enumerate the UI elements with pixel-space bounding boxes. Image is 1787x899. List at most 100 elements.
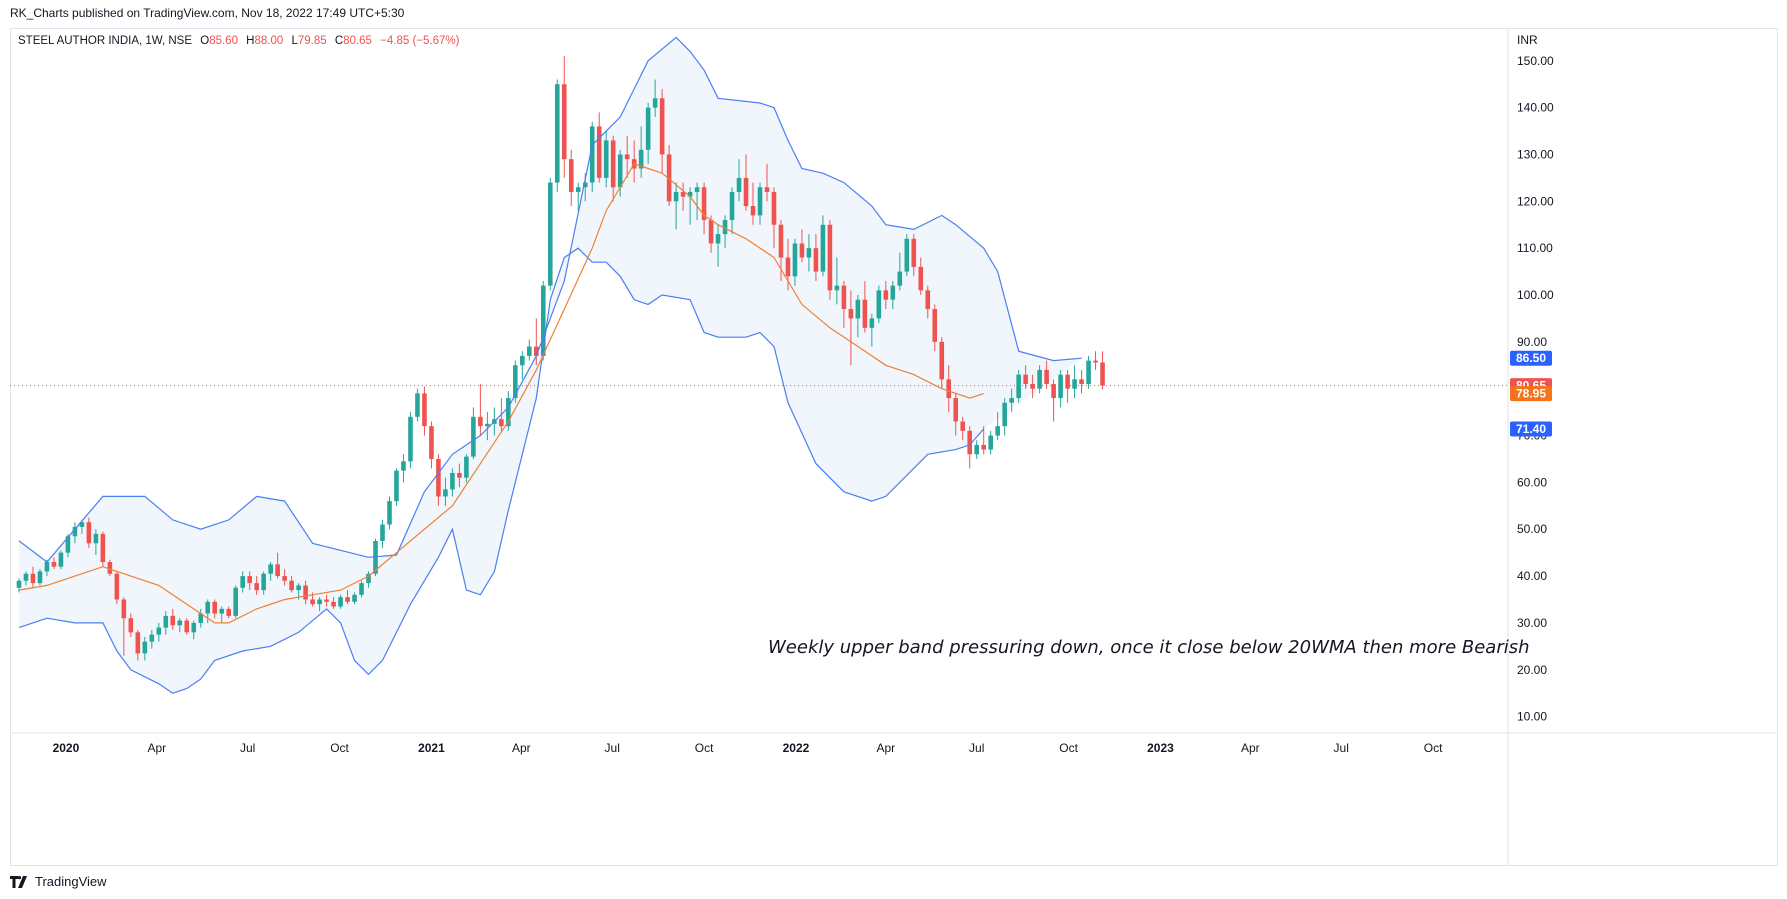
candle-body [869, 318, 875, 328]
candle-body [967, 430, 973, 455]
candle-body [610, 140, 616, 188]
candle-body [862, 299, 868, 328]
candle-body [883, 290, 889, 300]
close-value: 80.65 [343, 35, 372, 47]
candle-body [387, 501, 392, 525]
candle-body [233, 587, 238, 616]
candle-body [226, 608, 232, 616]
published-by-text: RK_Charts published on TradingView.com, … [10, 6, 405, 20]
price-tick-label: 140.00 [1517, 101, 1554, 115]
candle-body [1093, 360, 1098, 363]
price-axis[interactable]: INR 150.00 140.00 130.00 120.00 110.00 100.00 9… [1507, 28, 1554, 866]
candle-body [114, 573, 120, 600]
candle-body [806, 248, 812, 258]
candle-body [16, 580, 22, 588]
candle-body [1058, 374, 1063, 399]
candle-body [373, 540, 378, 574]
candle-body [436, 458, 441, 497]
candle-body [205, 601, 211, 614]
candle-body [708, 220, 714, 244]
time-tick-label: 2020 [53, 741, 80, 755]
candle-body [715, 234, 721, 244]
candle-body [429, 426, 434, 459]
price-tick-label: 40.00 [1517, 569, 1547, 583]
time-tick-label: Apr [147, 741, 166, 755]
candle-body [540, 285, 546, 356]
price-badge [1510, 386, 1552, 402]
candle-body [282, 576, 287, 581]
candle-body [317, 599, 322, 605]
candle-body [932, 309, 938, 342]
candle-body [107, 562, 113, 574]
candle-body [1065, 374, 1070, 389]
candle-body [86, 522, 92, 544]
candle-body [79, 522, 85, 527]
price-tick-label: 50.00 [1517, 522, 1547, 536]
tradingview-footer[interactable]: TradingView [10, 874, 107, 889]
chart-legend: STEEL AUTHOR INDIA, 1W, NSE O85.60 H88.0… [18, 35, 459, 47]
candle-body [394, 470, 399, 502]
time-tick-label: Oct [1424, 741, 1443, 755]
candle-body [953, 398, 959, 422]
time-axis[interactable]: 2020 Apr Jul Oct 2021 Apr Jul Oct 2022 Apr Jul Oct 2… [10, 732, 1778, 755]
candle-body [946, 379, 952, 399]
candle-body [380, 524, 385, 541]
tradingview-logo-icon [10, 876, 30, 888]
candle-body [701, 187, 707, 221]
time-tick-label: 2022 [783, 741, 810, 755]
candle-body [981, 444, 986, 450]
candle-body [275, 564, 280, 577]
time-tick-label: Oct [1059, 741, 1078, 755]
candle-body [995, 426, 1000, 436]
price-tick-label: 100.00 [1517, 288, 1554, 302]
price-tick-label: 60.00 [1517, 475, 1547, 489]
candle-body [240, 576, 245, 588]
candle-body [792, 243, 798, 277]
candle-body [561, 84, 567, 160]
candle-body [338, 597, 343, 607]
candle-body [1086, 360, 1091, 385]
candle-body [408, 416, 413, 462]
candle-body [520, 355, 525, 366]
price-tick-label: 150.00 [1517, 54, 1554, 68]
time-tick-label: Apr [512, 741, 531, 755]
candle-body [296, 585, 301, 591]
time-tick-label: Oct [695, 741, 714, 755]
candle-body [904, 238, 910, 272]
candle-body [478, 416, 483, 427]
candle-body [51, 562, 57, 567]
candle-body [785, 257, 791, 277]
candle-body [1002, 402, 1007, 427]
candle-body [254, 583, 259, 591]
ma20-line [18, 163, 984, 624]
candle-body [757, 187, 763, 216]
candle-body [617, 154, 623, 188]
candle-body [764, 187, 770, 192]
candle-body [848, 309, 854, 319]
candle-body [1044, 369, 1049, 385]
candle-body [212, 601, 218, 614]
candle-body [876, 290, 882, 319]
candle-body [694, 187, 700, 192]
candle-body [1023, 374, 1028, 385]
chart-annotation: Weekly upper band pressuring down, once … [768, 637, 1530, 658]
candle-body [513, 365, 518, 399]
candle-body [485, 423, 490, 427]
candle-body [1051, 384, 1056, 399]
candle-body [198, 613, 204, 623]
bollinger-upper-line [18, 36, 1082, 563]
candle-body [813, 248, 819, 272]
candle-body [93, 533, 99, 544]
candle-body [890, 285, 896, 300]
price-tick-label: 90.00 [1517, 335, 1547, 349]
candle-body [1072, 379, 1077, 389]
candle-body [303, 585, 308, 600]
candle-body [366, 573, 371, 584]
candle-body [72, 526, 78, 537]
candle-body [729, 191, 735, 221]
candle-body [589, 126, 595, 183]
candle-body [401, 461, 406, 471]
candle-body [100, 533, 106, 563]
candle-body [603, 140, 609, 178]
